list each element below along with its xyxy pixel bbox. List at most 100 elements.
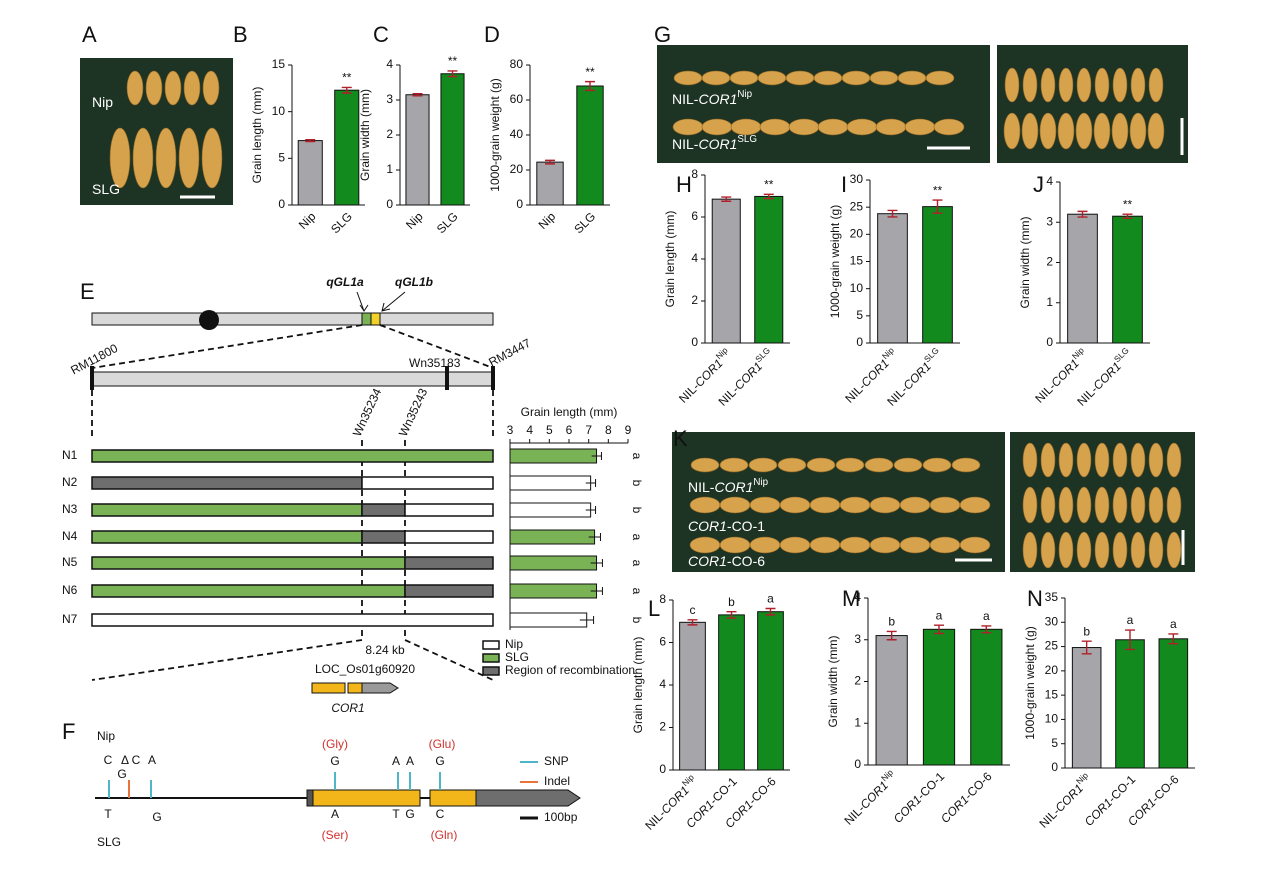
significance: a [630,534,644,541]
y-tick-label: 5 [278,151,285,165]
genotype-segment [404,503,494,517]
grain [1039,112,1057,150]
centromere [199,310,219,330]
y-tick-label: 2 [691,293,698,307]
grain [719,496,751,514]
text-run: N1 [62,448,78,462]
x-tick-label: 5 [546,423,553,437]
genotype-segment [91,503,363,517]
y-tick-label: 25 [850,199,864,213]
legend-label: SNP [544,754,569,768]
bar [334,89,360,206]
grain [155,127,177,189]
grain [951,457,981,473]
error-bar [765,607,776,616]
error-bar [687,619,698,626]
grain [1166,442,1182,478]
text-run: Nip [92,94,113,110]
x-tick-label: Nip [536,209,559,232]
panel-label: J [1033,172,1044,197]
photo-label: NIL-COR1SLG [672,134,757,152]
panel-label: L [648,596,660,621]
y-tick-label: 4 [386,57,393,71]
text-run: SLG [328,209,355,236]
genotype-segment [91,476,363,490]
grain [869,70,899,86]
y-tick-label: 20 [510,162,524,176]
base-label: G [152,810,161,824]
significance: ** [448,54,458,68]
grain [1148,442,1164,478]
significance: a [630,453,644,460]
exon [312,789,421,807]
x-tick-label: 9 [625,423,632,437]
y-axis-title: Grain width (mm) [1018,216,1032,308]
zoom-line [91,324,494,369]
grain [1076,67,1092,103]
legend-swatch [482,640,500,650]
x-tick-label: 3 [507,423,514,437]
genotype-segment [404,584,494,598]
genotype-segment [91,584,406,598]
grain [1058,531,1074,569]
bar [711,198,741,344]
y-tick-label: 4 [659,677,666,691]
base-label: G [330,754,339,768]
significance: ** [933,183,943,197]
grain [730,118,762,136]
qtl-label: qGL1b [395,275,433,289]
grain [839,536,871,554]
panel-label: E [80,279,95,304]
grain [1004,67,1020,103]
amino-acid: (Gln) [431,828,458,842]
error-bar [1122,213,1133,219]
bar [297,140,323,206]
grain [1130,486,1146,524]
y-tick-label: 3 [386,92,393,106]
text-run: N4 [62,529,78,543]
grain [757,70,787,86]
y-tick-label: 0 [691,335,698,349]
text-run: N7 [62,612,78,626]
grain [777,457,807,473]
marker-label: Wn35183 [409,356,461,370]
y-tick-label: 0 [854,757,861,771]
error-bar [887,209,898,218]
panel-label: G [654,22,671,47]
amino-acid: (Glu) [429,737,456,751]
marker-label: Wn35243 [396,386,431,439]
text-run: Nip [403,209,426,232]
bar [757,611,784,771]
bar [1071,647,1102,769]
text-run: SLG [737,134,757,145]
legend-label: SLG [505,650,529,664]
y-tick-label: 0 [1046,335,1053,349]
base-label: A [406,754,414,768]
y-tick-label: 10 [1045,712,1059,726]
genotype-segment [404,530,494,544]
y-tick-label: 5 [1051,736,1058,750]
utr [475,789,581,807]
text-run: Nip [296,209,319,232]
grain [1076,531,1092,569]
base-label: G [405,807,414,821]
row-label: N3 [62,502,78,516]
indel-marks [128,780,538,798]
grain [929,496,961,514]
significance: ** [342,71,352,85]
grain [1129,112,1147,150]
grain [841,70,871,86]
y-axis-title: Grain length (mm) [250,87,264,184]
panel-label: M [842,586,860,611]
grain [1040,442,1056,478]
y-axis-title: Grain length (mm) [631,637,645,734]
significance: a [767,592,774,606]
grain [701,70,731,86]
qtl-region [370,312,381,326]
x-tick-label: COR1-CO-6 [938,769,995,826]
y-axis-title: 1000-grain weight (g) [828,205,842,318]
significance: ** [1123,197,1133,211]
error-bar [412,93,423,97]
interval-label: 8.24 kb [365,643,405,657]
bar [1112,215,1143,344]
